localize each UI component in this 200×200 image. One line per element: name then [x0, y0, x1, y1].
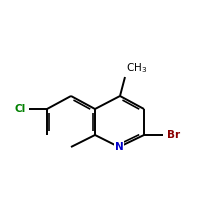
Text: Cl: Cl: [15, 104, 26, 114]
Text: N: N: [115, 142, 123, 152]
Text: Br: Br: [167, 130, 180, 140]
Text: CH$_3$: CH$_3$: [126, 61, 147, 75]
